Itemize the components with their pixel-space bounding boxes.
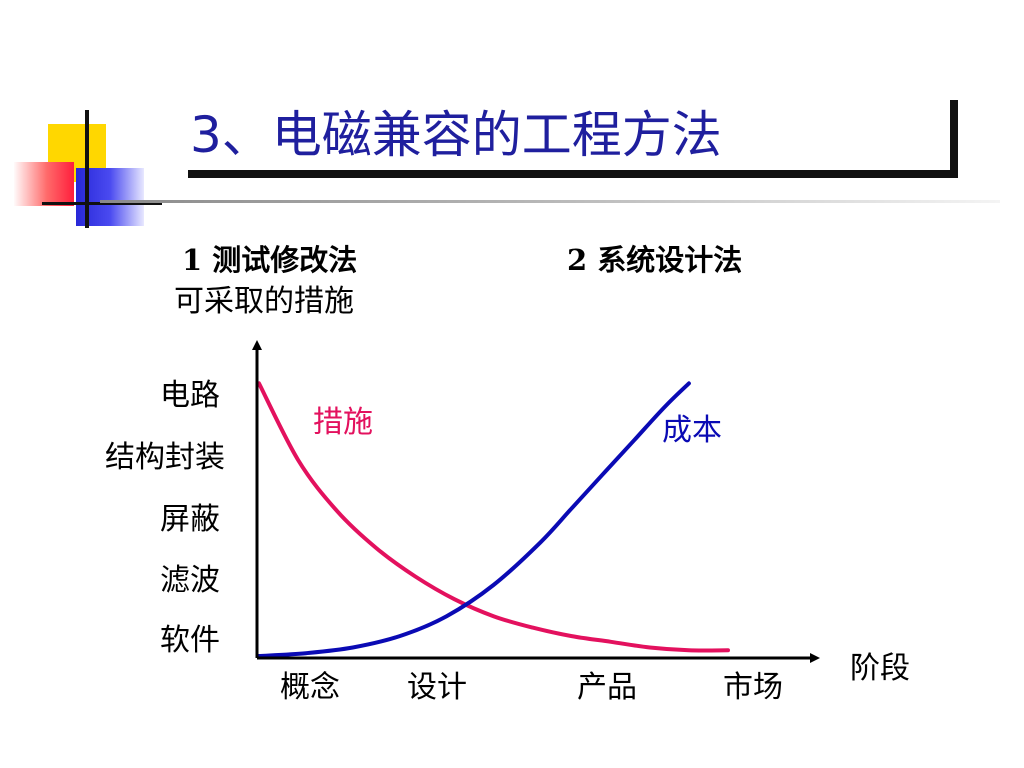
decor-horizontal-line	[42, 202, 162, 205]
x-tick-label: 市场	[723, 670, 783, 705]
title-frame-bottom	[188, 170, 958, 178]
method-1-heading: 1 测试修改法	[182, 243, 358, 277]
series-label-cost: 成本	[662, 413, 722, 448]
x-tick-label: 产品	[577, 670, 637, 705]
decor-vertical-line	[85, 110, 89, 228]
title-frame-right	[950, 100, 958, 178]
y-tick-label: 结构封装	[105, 440, 225, 475]
method-1-subheading: 可采取的措施	[174, 284, 354, 319]
series-label-measures: 措施	[313, 405, 373, 440]
method-2-heading: 2 系统设计法	[567, 243, 743, 277]
slide-title: 3、电磁兼容的工程方法	[190, 106, 722, 164]
decor-red-square	[14, 162, 74, 206]
y-tick-label: 屏蔽	[160, 502, 220, 537]
x-axis-label: 阶段	[850, 651, 910, 686]
cost-curve	[257, 381, 691, 658]
y-tick-label: 软件	[160, 623, 220, 658]
title-underline-gradient	[100, 200, 1000, 203]
y-tick-label: 电路	[160, 378, 220, 413]
x-tick-label: 概念	[280, 670, 340, 705]
y-tick-label: 滤波	[160, 563, 220, 598]
measures-curve	[257, 381, 730, 653]
x-tick-label: 设计	[407, 670, 467, 705]
